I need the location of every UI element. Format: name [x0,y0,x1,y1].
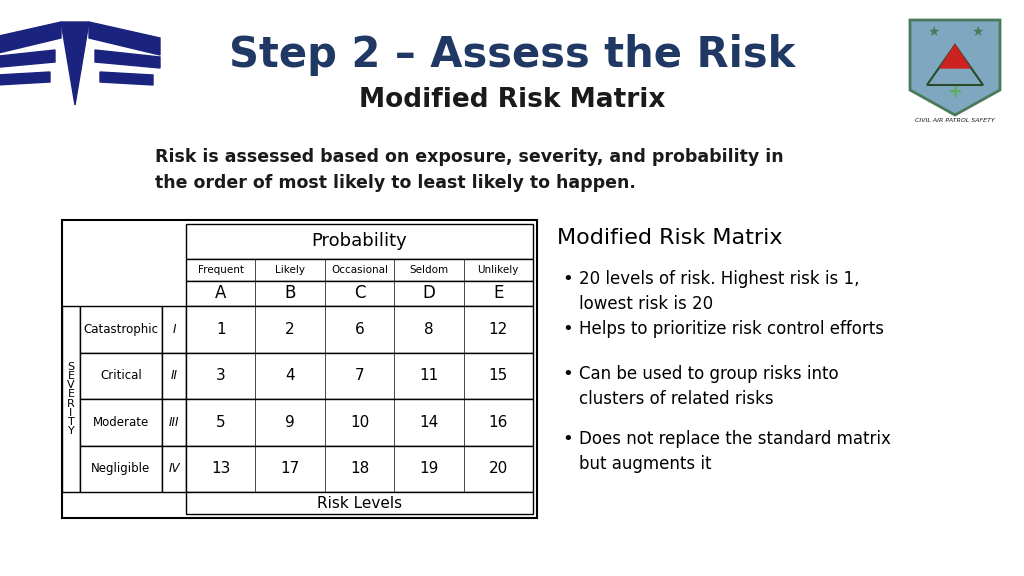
Polygon shape [61,22,89,105]
Text: 9: 9 [286,415,295,430]
Text: Catastrophic: Catastrophic [84,323,159,336]
Text: Frequent: Frequent [198,265,244,275]
Text: S
E
V
E
R
I
T
Y: S E V E R I T Y [68,362,75,436]
Bar [186,492,534,514]
Text: IV: IV [168,463,180,475]
Text: Moderate: Moderate [93,416,150,429]
Text: CIVIL AIR PATROL SAFETY: CIVIL AIR PATROL SAFETY [915,118,995,123]
Polygon shape [100,72,153,85]
Text: •: • [562,430,572,448]
Text: Negligible: Negligible [91,463,151,475]
Text: D: D [423,285,435,302]
Polygon shape [95,50,160,68]
Bar [186,353,534,399]
Text: Likely: Likely [275,265,305,275]
Text: 2: 2 [286,322,295,337]
Polygon shape [89,22,160,55]
Text: Unlikely: Unlikely [477,265,519,275]
Text: 8: 8 [424,322,434,337]
Text: 17: 17 [281,461,300,476]
Text: 15: 15 [488,368,508,383]
Bar [62,306,80,492]
Bar [186,399,534,445]
Bar [162,306,186,353]
Text: Step 2 – Assess the Risk: Step 2 – Assess the Risk [229,34,795,76]
Text: •: • [562,320,572,338]
Text: Can be used to group risks into
clusters of related risks: Can be used to group risks into clusters… [579,365,839,408]
Text: I: I [172,323,176,336]
Text: 14: 14 [419,415,438,430]
Bar [186,445,534,492]
Text: 12: 12 [488,322,508,337]
Text: E: E [494,285,504,302]
Text: C: C [353,285,366,302]
Text: B: B [285,285,296,302]
Text: Risk is assessed based on exposure, severity, and probability in
the order of mo: Risk is assessed based on exposure, seve… [155,148,783,192]
Text: Seldom: Seldom [410,265,449,275]
Text: 7: 7 [354,368,365,383]
Text: Does not replace the standard matrix
but augments it: Does not replace the standard matrix but… [579,430,891,473]
Text: •: • [562,270,572,288]
Text: 5: 5 [216,415,225,430]
Polygon shape [940,45,970,68]
Text: +: + [947,83,963,101]
Text: Helps to prioritize risk control efforts: Helps to prioritize risk control efforts [579,320,884,338]
Bar [186,306,534,353]
Text: 1: 1 [216,322,225,337]
Text: 16: 16 [488,415,508,430]
Text: 4: 4 [286,368,295,383]
Polygon shape [0,22,61,55]
Polygon shape [0,50,55,68]
Text: ★: ★ [927,25,939,39]
Text: 6: 6 [354,322,365,337]
Text: Probability: Probability [311,233,408,251]
Text: Occasional: Occasional [331,265,388,275]
Text: A: A [215,285,226,302]
Text: 13: 13 [211,461,230,476]
Text: ★: ★ [971,25,983,39]
Text: 11: 11 [419,368,438,383]
Text: Modified Risk Matrix: Modified Risk Matrix [557,228,782,248]
Text: II: II [171,369,177,382]
Text: Critical: Critical [100,369,142,382]
Text: Modified Risk Matrix: Modified Risk Matrix [358,87,666,113]
Bar [162,445,186,492]
Bar [186,259,534,281]
Bar [186,281,534,306]
Polygon shape [0,72,50,85]
Text: 3: 3 [216,368,225,383]
Text: 10: 10 [350,415,369,430]
Polygon shape [910,20,1000,115]
Text: Risk Levels: Risk Levels [317,495,402,510]
Bar [62,220,537,518]
Text: III: III [169,416,179,429]
Bar [80,306,162,353]
Bar [80,399,162,445]
Bar [80,445,162,492]
Text: 20: 20 [488,461,508,476]
Bar [186,224,534,259]
Text: 20 levels of risk. Highest risk is 1,
lowest risk is 20: 20 levels of risk. Highest risk is 1, lo… [579,270,859,313]
Text: 18: 18 [350,461,369,476]
Bar [162,353,186,399]
Text: •: • [562,365,572,383]
Text: 19: 19 [419,461,438,476]
Bar [162,399,186,445]
Bar [80,353,162,399]
